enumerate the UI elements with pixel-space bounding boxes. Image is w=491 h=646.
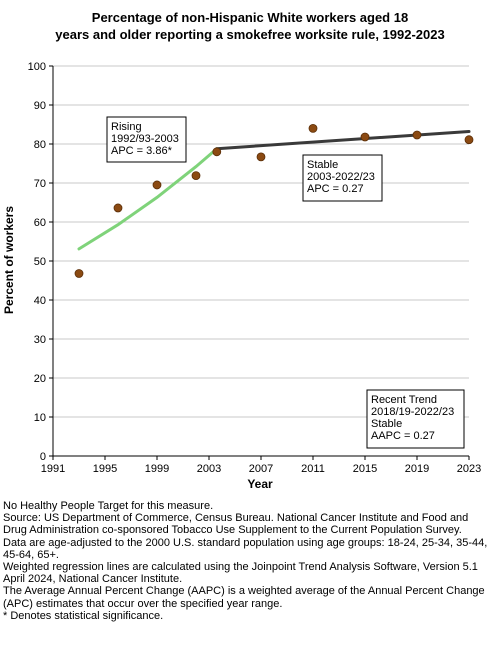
x-tick-label: 2015 <box>353 463 377 475</box>
y-tick-label: 10 <box>34 412 46 424</box>
x-axis-label: Year <box>247 477 273 491</box>
axes: 0 10 20 30 40 50 60 70 80 90 100 1991 1995 1999 2003 20… <box>28 61 482 475</box>
y-tick-label: 50 <box>34 256 46 268</box>
data-point <box>113 203 123 213</box>
footnote-source: Source: US Department of Commerce, Censu… <box>3 512 469 537</box>
footnote-age-adjust: Data are age-adjusted to the 2000 U.S. s… <box>3 536 488 561</box>
footnote-regression: Weighted regression lines are calculated… <box>3 561 478 586</box>
annotation-box <box>106 116 187 163</box>
annotation-text: APC = 0.27 <box>307 183 364 195</box>
y-axis-label: Percent of workers <box>2 206 16 314</box>
y-tick-label: 40 <box>34 295 46 307</box>
data-point <box>308 123 318 133</box>
x-tick-label: 1991 <box>41 463 65 475</box>
annotation-text: Stable <box>307 159 338 171</box>
footnote-significance: * Denotes statistical significance. <box>3 609 164 622</box>
chart-title-line-2: years and older reporting a smokefree wo… <box>55 27 445 42</box>
data-point <box>152 180 162 190</box>
annotation-text: AAPC = 0.27 <box>371 430 435 442</box>
trend-lines <box>77 130 471 251</box>
chart-title-line-1: Percentage of non-Hispanic White workers… <box>91 10 409 25</box>
x-tick-label: 2019 <box>405 463 429 475</box>
data-point <box>74 269 84 278</box>
footnote-target: No Healthy People Target for this measur… <box>3 500 214 512</box>
y-tick-label: 30 <box>34 334 46 346</box>
y-tick-label: 80 <box>34 139 46 151</box>
y-tick-label: 100 <box>28 61 46 73</box>
x-tick-label: 2023 <box>457 463 481 475</box>
y-tick-label: 0 <box>40 451 46 463</box>
footnote-aapc: The Average Annual Percent Change (AAPC)… <box>3 585 485 610</box>
annotation-text: Recent Trend <box>371 394 437 406</box>
x-tick-label: 1999 <box>145 463 169 475</box>
data-point <box>360 132 370 142</box>
y-tick-label: 20 <box>34 373 46 385</box>
x-tick-label: 2011 <box>301 463 325 475</box>
chart: 0 10 20 30 40 50 60 70 80 90 100 1991 1995 1999 2003 20… <box>2 61 482 491</box>
data-points <box>74 123 474 278</box>
chart-title: Percentage of non-Hispanic White workers… <box>20 9 480 43</box>
annotation-text: Rising <box>111 121 142 133</box>
data-point <box>256 152 266 162</box>
data-point <box>412 130 422 140</box>
y-tick-label: 60 <box>34 217 46 229</box>
x-tick-label: 2007 <box>249 463 273 475</box>
annotation-text: 2018/19-2022/23 <box>371 406 454 418</box>
data-point <box>464 135 474 145</box>
y-tick-label: 90 <box>34 100 46 112</box>
annotation-text: 1992/93-2003 <box>111 133 179 145</box>
x-tick-label: 2003 <box>197 463 221 475</box>
x-tick-label: 1995 <box>93 463 117 475</box>
y-tick-label: 70 <box>34 178 46 190</box>
annotation-text: APC = 3.86* <box>111 145 173 157</box>
trend-line-stable <box>215 130 471 151</box>
data-point <box>212 147 222 157</box>
annotation-box <box>366 389 465 449</box>
annotation-text: Stable <box>371 418 402 430</box>
footnotes: No Healthy People Target for this measur… <box>3 500 489 622</box>
trend-line-rising <box>77 147 219 251</box>
data-point <box>191 171 201 180</box>
annotation-text: 2003-2022/23 <box>307 171 375 183</box>
annotation-box <box>302 154 383 202</box>
